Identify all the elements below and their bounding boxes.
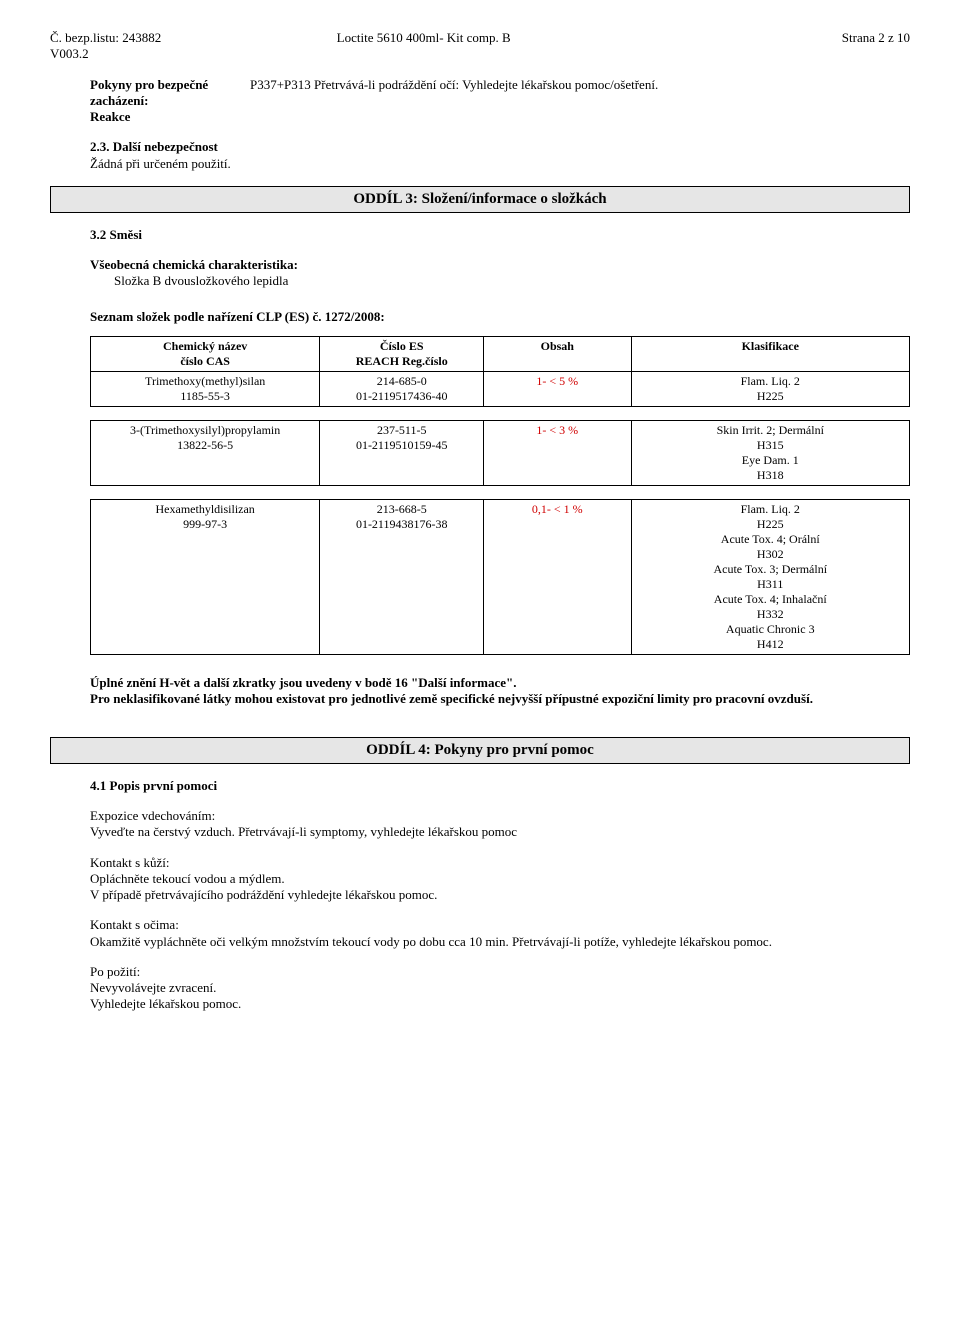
inhalation-label: Expozice vdechováním:: [90, 808, 910, 824]
section3-title: ODDÍL 3: Složení/informace o složkách: [50, 186, 910, 213]
eyes-text: Okamžitě vypláchněte oči velkým množství…: [90, 934, 910, 950]
table-spacer: [91, 406, 910, 420]
handling-block: Pokyny pro bezpečné zacházení: Reakce P3…: [90, 77, 910, 126]
header-product: Loctite 5610 400ml- Kit comp. B: [337, 30, 624, 46]
inhalation-text: Vyveďte na čerstvý vzduch. Přetrvávají-l…: [90, 824, 910, 840]
header-left: Č. bezp.listu: 243882: [50, 30, 337, 46]
cell-ec: 214-685-001-2119517436-40: [320, 371, 484, 406]
handling-text: P337+P313 Přetrvává-li podráždění očí: V…: [250, 77, 910, 126]
skin-text2: V případě přetrvávajícího podráždění vyh…: [90, 887, 910, 903]
footer-line2: Pro neklasifikované látky mohou existova…: [90, 691, 910, 707]
first-aid-heading: 4.1 Popis první pomoci: [90, 778, 910, 794]
header-page: Strana 2 z 10: [623, 30, 910, 46]
th-content: Obsah: [484, 336, 631, 371]
doc-id: 243882: [122, 30, 161, 45]
cell-name: Hexamethyldisilizan999-97-3: [91, 499, 320, 654]
section3-body: 3.2 Směsi Všeobecná chemická charakteris…: [90, 227, 910, 326]
cell-class: Flam. Liq. 2H225: [631, 371, 909, 406]
hazards-block: 2.3. Další nebezpečnost Žádná při určené…: [90, 139, 910, 172]
cell-class: Skin Irrit. 2; DermálníH315Eye Dam. 1H31…: [631, 420, 909, 485]
cell-name: 3-(Trimethoxysilyl)propylamin13822-56-5: [91, 420, 320, 485]
list-heading: Seznam složek podle nařízení CLP (ES) č.…: [90, 309, 910, 325]
char-text: Složka B dvousložkového lepidla: [114, 273, 910, 289]
ingest-text1: Nevyvolávejte zvracení.: [90, 980, 910, 996]
header-version: V003.2: [50, 46, 910, 62]
table-header-row: Chemický názevčíslo CAS Číslo ESREACH Re…: [91, 336, 910, 371]
th-ec: Číslo ESREACH Reg.číslo: [320, 336, 484, 371]
doc-id-label: Č. bezp.listu:: [50, 30, 119, 45]
th-class: Klasifikace: [631, 336, 909, 371]
section4-title: ODDÍL 4: Pokyny pro první pomoc: [50, 737, 910, 764]
th-name: Chemický názevčíslo CAS: [91, 336, 320, 371]
cell-ec: 213-668-501-2119438176-38: [320, 499, 484, 654]
skin-label: Kontakt s kůží:: [90, 855, 910, 871]
ingest-label: Po požití:: [90, 964, 910, 980]
table-spacer: [91, 485, 910, 499]
cell-class: Flam. Liq. 2H225Acute Tox. 4; OrálníH302…: [631, 499, 909, 654]
skin-text1: Opláchněte tekoucí vodou a mýdlem.: [90, 871, 910, 887]
table-row: 3-(Trimethoxysilyl)propylamin13822-56-52…: [91, 420, 910, 485]
section4-body: 4.1 Popis první pomoci Expozice vdechová…: [90, 778, 910, 1013]
cell-content: 0,1- < 1 %: [484, 499, 631, 654]
char-label: Všeobecná chemická charakteristika:: [90, 257, 910, 273]
composition-table: Chemický názevčíslo CAS Číslo ESREACH Re…: [90, 336, 910, 655]
mixes-heading: 3.2 Směsi: [90, 227, 910, 243]
hazards-heading: 2.3. Další nebezpečnost: [90, 139, 910, 155]
table-row: Trimethoxy(methyl)silan1185-55-3214-685-…: [91, 371, 910, 406]
cell-content: 1- < 5 %: [484, 371, 631, 406]
ingest-text2: Vyhledejte lékařskou pomoc.: [90, 996, 910, 1012]
table-row: Hexamethyldisilizan999-97-3213-668-501-2…: [91, 499, 910, 654]
cell-content: 1- < 3 %: [484, 420, 631, 485]
page-header: Č. bezp.listu: 243882 Loctite 5610 400ml…: [50, 30, 910, 46]
handling-label: Pokyny pro bezpečné zacházení: Reakce: [90, 77, 250, 126]
cell-ec: 237-511-501-2119510159-45: [320, 420, 484, 485]
footer-line1: Úplné znění H-vět a další zkratky jsou u…: [90, 675, 910, 691]
cell-name: Trimethoxy(methyl)silan1185-55-3: [91, 371, 320, 406]
section3-footer: Úplné znění H-vět a další zkratky jsou u…: [90, 675, 910, 708]
hazards-text: Žádná při určeném použití.: [90, 156, 910, 172]
eyes-label: Kontakt s očima:: [90, 917, 910, 933]
